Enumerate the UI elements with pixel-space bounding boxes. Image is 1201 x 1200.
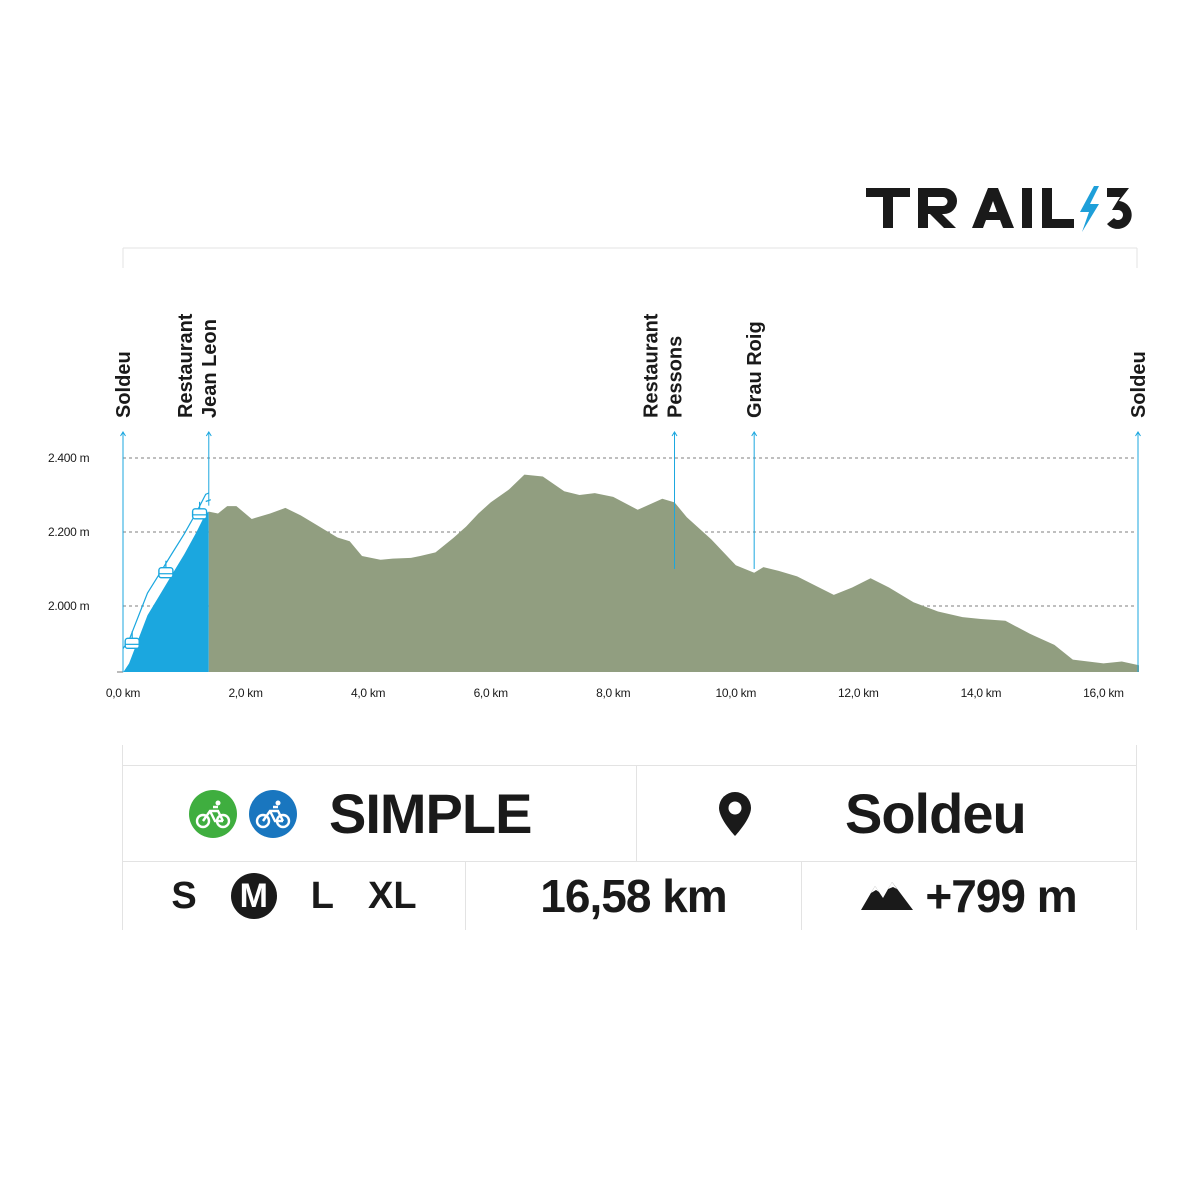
elevation-profile-chart: Soldeu Restaurant Jean Leon Restaurant Pesso… [48, 247, 1150, 700]
size-selector: S M L XL [123, 862, 465, 930]
difficulty-label: SIMPLE [329, 782, 532, 845]
x-tick-label: 16,0 km [1083, 686, 1124, 700]
poi-label: Restaurant [641, 313, 663, 418]
poi-arrow [751, 431, 758, 437]
y-axis-ticks: 2.000 m 2.200 m 2.400 m [48, 451, 90, 613]
ebike-icon [249, 789, 297, 838]
lightning-bolt-icon [1080, 186, 1099, 232]
bike-icon [189, 789, 237, 838]
size-xl: XL [368, 874, 417, 917]
map-pin-icon [719, 791, 751, 836]
poi-label: Restaurant [175, 313, 197, 418]
elevation-area-lift [123, 511, 209, 673]
distance-value: 16,58 km [540, 870, 727, 922]
x-axis-ticks: 0,0 km 2,0 km 4,0 km 6,0 km 8,0 km 10,0 km 12,… [106, 686, 1124, 700]
poi-arrow [671, 431, 678, 437]
location-name: Soldeu [845, 782, 1027, 845]
x-tick-label: 6,0 km [474, 686, 509, 700]
x-tick-label: 4,0 km [351, 686, 386, 700]
elevation-areas [123, 474, 1140, 673]
x-tick-label: 8,0 km [596, 686, 631, 700]
poi-label: Soldeu [1128, 351, 1150, 418]
chairlift [122, 492, 211, 650]
poi-label: Pessons [665, 336, 687, 418]
size-s: S [171, 874, 197, 917]
gondola-icon [158, 560, 174, 579]
x-tick-label: 14,0 km [961, 686, 1002, 700]
lift-cable-end [205, 499, 211, 503]
x-tick-label: 0,0 km [106, 686, 141, 700]
size-l: L [310, 874, 334, 917]
y-tick-label: 2.000 m [48, 599, 90, 613]
size-m-selected: M [230, 873, 277, 919]
poi-label: Jean Leon [199, 319, 221, 418]
poi-arrow [1135, 431, 1141, 437]
y-tick-label: 2.400 m [48, 451, 90, 465]
poi-arrow [205, 431, 212, 437]
poi-label: Soldeu [113, 351, 135, 418]
y-tick-label: 2.200 m [48, 525, 90, 539]
points-of-interest: Soldeu Restaurant Jean Leon Restaurant Pesso… [113, 313, 1150, 672]
elevation-area-trail [208, 474, 1140, 672]
trail-3-logo [866, 186, 1132, 232]
mountain-icon [861, 882, 914, 910]
poi-label: Grau Roig [744, 321, 766, 418]
x-tick-label: 12,0 km [838, 686, 879, 700]
chart-frame [122, 247, 1138, 268]
x-tick-label: 10,0 km [715, 686, 756, 700]
poi-arrow [120, 431, 126, 437]
x-tick-label: 2,0 km [228, 686, 263, 700]
gondola-icon [191, 501, 208, 520]
elevation-gain: +799 m [925, 870, 1077, 922]
gondola-icon [124, 631, 140, 650]
